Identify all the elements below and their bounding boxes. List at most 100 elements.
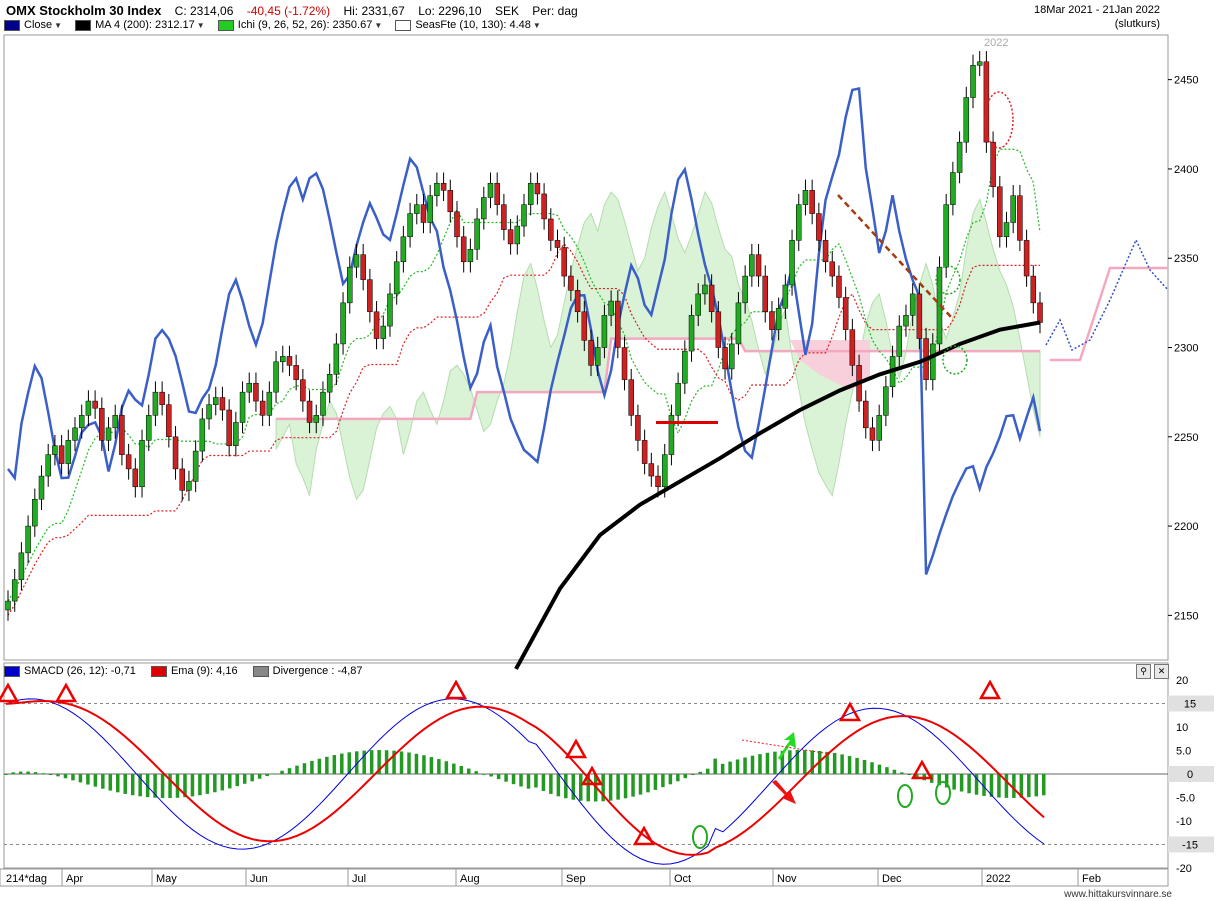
footer-link[interactable]: www.hittakursvinnare.se — [1064, 889, 1172, 900]
divergence-bar — [728, 761, 732, 774]
chevron-down-icon[interactable]: ▼ — [54, 21, 63, 30]
candle-body — [373, 311, 380, 339]
candle-body — [266, 391, 273, 416]
highlight-ellipse — [935, 265, 961, 295]
arrow-up-icon — [778, 732, 796, 760]
candle-body — [145, 415, 152, 441]
candle-body — [876, 415, 882, 441]
candle-body — [809, 190, 815, 214]
legend-swatch — [75, 19, 92, 31]
legend-close[interactable]: Close ▼ — [4, 19, 62, 31]
divergence-bar — [302, 763, 307, 774]
divergence-bar — [541, 774, 546, 791]
divergence-bar — [56, 774, 60, 777]
candle-body — [300, 379, 306, 402]
legend-ema[interactable]: Ema (9): 4,16 — [150, 665, 238, 677]
candle-body — [588, 340, 594, 366]
candle-body — [273, 361, 279, 393]
divergence-bar — [362, 750, 366, 774]
divergence-bar — [183, 774, 187, 798]
period-label: 214*dag — [6, 873, 47, 885]
divergence-bar — [937, 774, 941, 786]
candle-body — [970, 65, 976, 98]
zoom-icon[interactable]: ⚲ — [1136, 664, 1151, 679]
candle-body — [601, 315, 608, 348]
divergence-bar — [317, 758, 322, 774]
chevron-down-icon[interactable]: ▼ — [532, 21, 541, 30]
divergence-bar — [347, 752, 352, 774]
candle-body — [822, 240, 829, 263]
divergence-bar — [93, 774, 98, 787]
divergence-bar — [571, 774, 576, 800]
macd-legend: SMACD (26, 12): -0,71 Ema (9): 4,16 Dive… — [4, 665, 375, 677]
divergence-bar — [705, 768, 710, 774]
divergence-bar — [280, 770, 284, 774]
close-icon[interactable]: ✕ — [1154, 664, 1169, 679]
divergence-bar — [369, 750, 374, 774]
divergence-bar — [877, 764, 882, 774]
year-label: 2022 — [984, 37, 1008, 49]
divergence-bar — [474, 771, 478, 774]
chevron-down-icon[interactable]: ▼ — [196, 21, 205, 30]
legend-divergence[interactable]: Divergence : -4,87 — [252, 665, 363, 677]
x-tick-label: Nov — [777, 873, 797, 885]
candle-body — [976, 61, 983, 66]
macd-panel — [3, 662, 1169, 869]
candle-body — [943, 204, 949, 268]
candle-body — [869, 427, 876, 441]
divergence-bar — [519, 774, 523, 787]
candle-body — [474, 218, 480, 250]
candle-body — [863, 400, 869, 429]
candle-body — [105, 427, 112, 441]
legend-label: SeasFte (10, 130): 4.48 — [415, 19, 531, 31]
candle-body — [186, 481, 192, 491]
legend-smacd[interactable]: SMACD (26, 12): -0,71 — [4, 665, 136, 677]
macd-tick-label-highlight: 0 — [1187, 769, 1193, 781]
legend-ma[interactable]: MA 4 (200): 2312.17 ▼ — [75, 19, 205, 31]
divergence-bar — [168, 774, 172, 799]
candle-body — [742, 275, 748, 304]
divergence-bar — [713, 758, 717, 774]
x-tick-label: 2022 — [986, 873, 1010, 885]
candle-body — [909, 293, 916, 316]
y-tick-label: 2400 — [1174, 164, 1198, 176]
legend-seasonal[interactable]: SeasFte (10, 130): 4.48 ▼ — [395, 19, 541, 31]
divergence-bar — [310, 760, 314, 774]
candle-body — [25, 525, 31, 554]
low-value: Lo: 2296,10 — [418, 4, 482, 18]
candle-body — [367, 279, 373, 313]
candle-body — [507, 229, 514, 245]
candle-body — [501, 204, 507, 230]
candle-body — [233, 422, 239, 446]
candle-body — [930, 343, 936, 380]
divergence-bar — [452, 763, 456, 774]
candle-body — [1030, 275, 1037, 304]
candle-body — [749, 254, 755, 277]
candle-body — [454, 211, 460, 238]
price-type-text: (slutkurs) — [1114, 18, 1160, 30]
highlight-ellipse — [984, 91, 1014, 149]
candle-body — [440, 182, 447, 191]
candle-body — [668, 415, 675, 455]
candle-body — [420, 204, 427, 223]
candle-body — [447, 190, 454, 213]
divergence-bar — [623, 774, 628, 799]
signal-triangle — [564, 738, 588, 759]
divergence-bar — [608, 774, 613, 801]
divergence-bar — [332, 755, 337, 774]
candle-body — [11, 579, 18, 602]
candle-body — [212, 397, 219, 405]
divergence-bar — [466, 768, 471, 774]
candle-body — [675, 382, 681, 416]
candle-body — [487, 182, 494, 198]
legend-ichimoku[interactable]: Ichi (9, 26, 52, 26): 2350.67 ▼ — [217, 19, 383, 31]
divergence-bar — [676, 774, 680, 782]
divergence-bar — [1034, 774, 1039, 797]
legend-swatch — [252, 665, 269, 677]
candle-body — [206, 404, 212, 420]
chevron-down-icon[interactable]: ▼ — [374, 21, 383, 30]
candle-body — [192, 450, 199, 482]
candle-body — [306, 400, 313, 423]
candle-body — [836, 275, 842, 298]
